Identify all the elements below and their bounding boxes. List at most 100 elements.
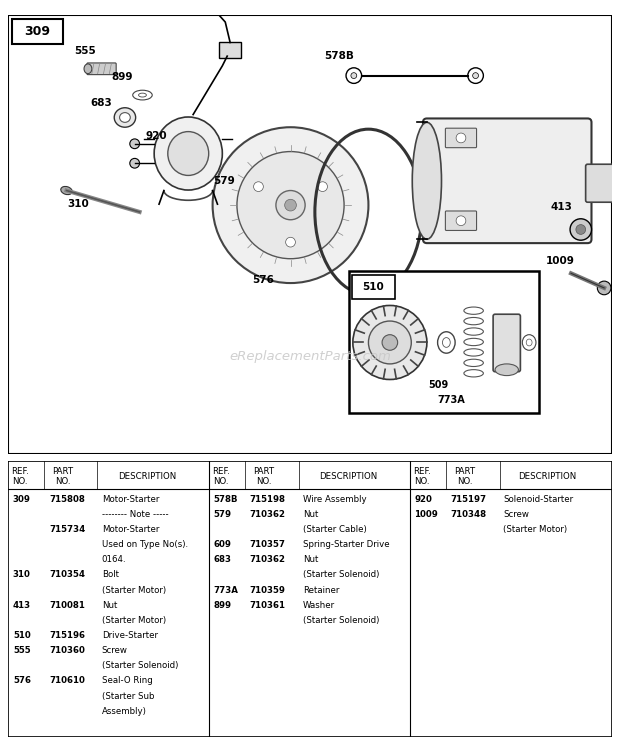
Text: 579: 579 <box>213 510 231 519</box>
Circle shape <box>317 182 327 191</box>
Text: Nut: Nut <box>303 555 318 565</box>
Text: (Starter Cable): (Starter Cable) <box>303 525 366 534</box>
Circle shape <box>467 68 484 83</box>
Text: 509: 509 <box>428 380 449 391</box>
Text: Seal-O Ring: Seal-O Ring <box>102 676 153 685</box>
Text: 683: 683 <box>213 555 231 565</box>
Circle shape <box>597 281 611 295</box>
Text: 555: 555 <box>74 46 96 57</box>
Circle shape <box>576 225 586 234</box>
Text: Motor-Starter: Motor-Starter <box>102 495 159 504</box>
Bar <box>12 19 63 45</box>
Ellipse shape <box>495 364 518 376</box>
Text: Screw: Screw <box>503 510 529 519</box>
Circle shape <box>276 190 305 219</box>
Text: 715197: 715197 <box>451 495 487 504</box>
Text: Retainer: Retainer <box>303 586 339 594</box>
Text: Screw: Screw <box>102 647 128 655</box>
Text: 710360: 710360 <box>49 647 85 655</box>
Text: Washer: Washer <box>303 600 335 610</box>
Text: 510: 510 <box>13 631 30 640</box>
Text: 1009: 1009 <box>415 510 438 519</box>
Circle shape <box>368 321 411 364</box>
Text: Wire Assembly: Wire Assembly <box>303 495 366 504</box>
Text: 683: 683 <box>91 98 112 108</box>
Circle shape <box>456 133 466 143</box>
Text: PART
NO.: PART NO. <box>253 466 274 486</box>
Text: Used on Type No(s).: Used on Type No(s). <box>102 540 188 549</box>
Text: 710081: 710081 <box>49 600 85 610</box>
Text: 578B: 578B <box>324 51 354 61</box>
Text: Bolt: Bolt <box>102 571 118 580</box>
Text: 310: 310 <box>68 199 89 209</box>
Text: 773A: 773A <box>437 395 465 405</box>
Text: 899: 899 <box>111 71 133 82</box>
Text: 710362: 710362 <box>250 555 286 565</box>
Text: 555: 555 <box>13 647 30 655</box>
Text: REF.
NO.: REF. NO. <box>414 466 431 486</box>
Text: 413: 413 <box>551 202 572 212</box>
Text: 510: 510 <box>363 282 384 292</box>
Text: (Starter Sub: (Starter Sub <box>102 692 154 701</box>
Text: REF.
NO.: REF. NO. <box>11 466 29 486</box>
Text: REF.
NO.: REF. NO. <box>213 466 230 486</box>
Text: 309: 309 <box>13 495 31 504</box>
Text: 578B: 578B <box>213 495 238 504</box>
Ellipse shape <box>154 117 223 190</box>
Ellipse shape <box>61 187 72 195</box>
Text: (Starter Motor): (Starter Motor) <box>503 525 567 534</box>
Text: 920: 920 <box>415 495 432 504</box>
Text: PART
NO.: PART NO. <box>454 466 475 486</box>
Ellipse shape <box>120 112 130 122</box>
Text: (Starter Solenoid): (Starter Solenoid) <box>303 616 379 625</box>
FancyBboxPatch shape <box>445 128 477 147</box>
Text: 920: 920 <box>145 131 167 141</box>
Text: Solenoid-Starter: Solenoid-Starter <box>503 495 574 504</box>
Text: 609: 609 <box>213 540 231 549</box>
Ellipse shape <box>168 132 209 176</box>
Circle shape <box>130 158 140 168</box>
FancyBboxPatch shape <box>423 118 591 243</box>
Text: 576: 576 <box>13 676 31 685</box>
Circle shape <box>286 237 295 247</box>
Circle shape <box>353 306 427 379</box>
Text: (Starter Motor): (Starter Motor) <box>102 586 166 594</box>
FancyBboxPatch shape <box>493 314 520 372</box>
Text: 899: 899 <box>213 600 231 610</box>
Text: (Starter Motor): (Starter Motor) <box>102 616 166 625</box>
Text: 710361: 710361 <box>250 600 286 610</box>
Text: 0164.: 0164. <box>102 555 126 565</box>
Circle shape <box>346 68 361 83</box>
Circle shape <box>351 73 356 79</box>
Text: 715734: 715734 <box>49 525 86 534</box>
FancyBboxPatch shape <box>586 164 620 202</box>
Text: PART
NO.: PART NO. <box>52 466 73 486</box>
Text: 710354: 710354 <box>49 571 85 580</box>
Text: eReplacementParts.com: eReplacementParts.com <box>229 350 391 362</box>
Circle shape <box>285 199 296 211</box>
Circle shape <box>472 73 479 79</box>
Text: 773A: 773A <box>213 586 238 594</box>
Circle shape <box>382 335 397 350</box>
Text: 710348: 710348 <box>451 510 487 519</box>
Text: Spring-Starter Drive: Spring-Starter Drive <box>303 540 389 549</box>
Text: 413: 413 <box>13 600 31 610</box>
Text: 710362: 710362 <box>250 510 286 519</box>
Text: -------- Note -----: -------- Note ----- <box>102 510 168 519</box>
Text: DESCRIPTION: DESCRIPTION <box>518 472 577 481</box>
Text: (Starter Solenoid): (Starter Solenoid) <box>102 661 178 670</box>
Text: 579: 579 <box>213 176 235 186</box>
Text: 710359: 710359 <box>250 586 285 594</box>
Text: Motor-Starter: Motor-Starter <box>102 525 159 534</box>
Bar <box>352 275 395 298</box>
Ellipse shape <box>114 108 136 127</box>
Text: 576: 576 <box>252 275 274 285</box>
Circle shape <box>213 127 368 283</box>
Text: 715808: 715808 <box>49 495 85 504</box>
Text: Nut: Nut <box>102 600 117 610</box>
Circle shape <box>130 139 140 149</box>
Circle shape <box>254 182 264 191</box>
FancyBboxPatch shape <box>87 63 116 74</box>
Text: 309: 309 <box>24 25 50 38</box>
FancyBboxPatch shape <box>445 211 477 231</box>
